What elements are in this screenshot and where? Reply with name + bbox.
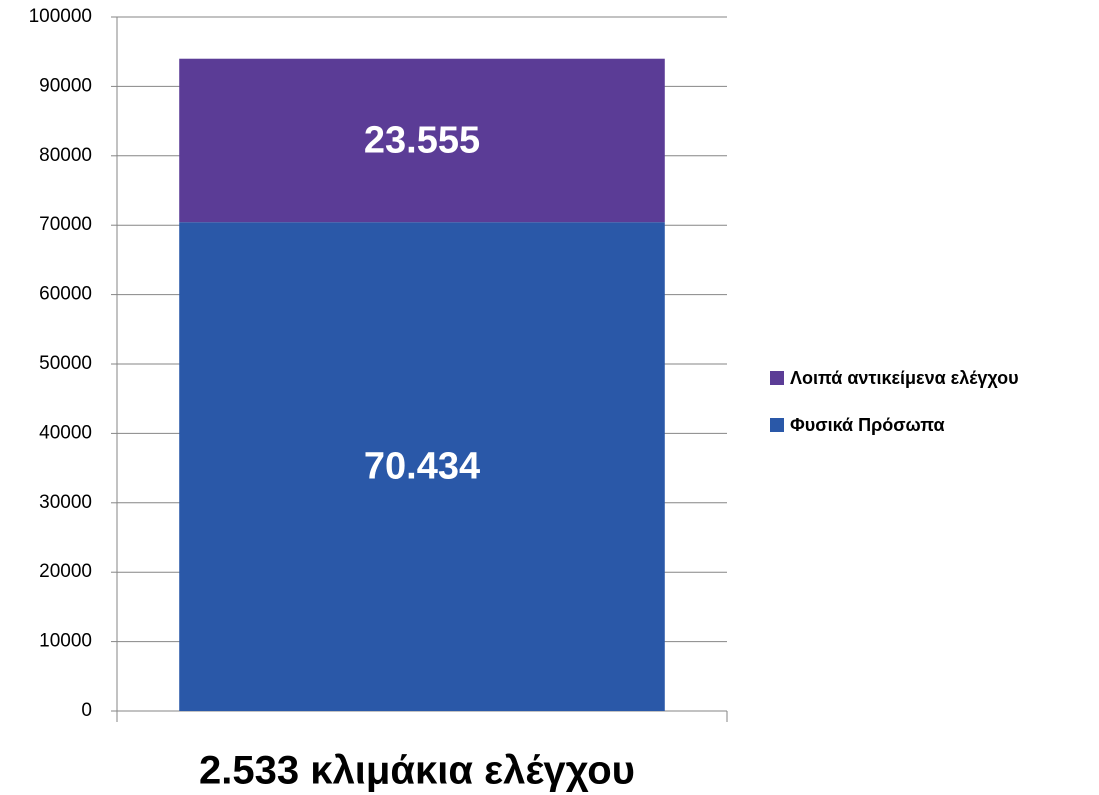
y-tick-label: 60000 <box>39 284 92 305</box>
x-tick-label: 2.533 κλιμάκια ελέγχου <box>199 749 635 793</box>
y-tick-label: 50000 <box>39 353 92 374</box>
y-tick-label: 10000 <box>39 631 92 652</box>
legend-swatch <box>770 418 784 432</box>
y-tick-label: 40000 <box>39 422 92 443</box>
y-tick-label: 80000 <box>39 145 92 166</box>
legend-swatch <box>770 371 784 385</box>
y-tick-label: 70000 <box>39 214 92 235</box>
y-tick-label: 100000 <box>29 6 92 27</box>
data-label: 23.555 <box>364 119 480 161</box>
y-tick-label: 90000 <box>39 75 92 96</box>
y-tick-label: 20000 <box>39 561 92 582</box>
legend-label: Λοιπά αντικείμενα ελέγχου <box>790 368 1019 388</box>
bar-segment <box>179 58 665 223</box>
y-tick-label: 30000 <box>39 492 92 513</box>
legend-label: Φυσικά Πρόσωπα <box>790 415 945 435</box>
y-tick-label: 0 <box>81 700 92 721</box>
data-label: 70.434 <box>364 446 480 488</box>
bar-segment <box>179 222 665 711</box>
